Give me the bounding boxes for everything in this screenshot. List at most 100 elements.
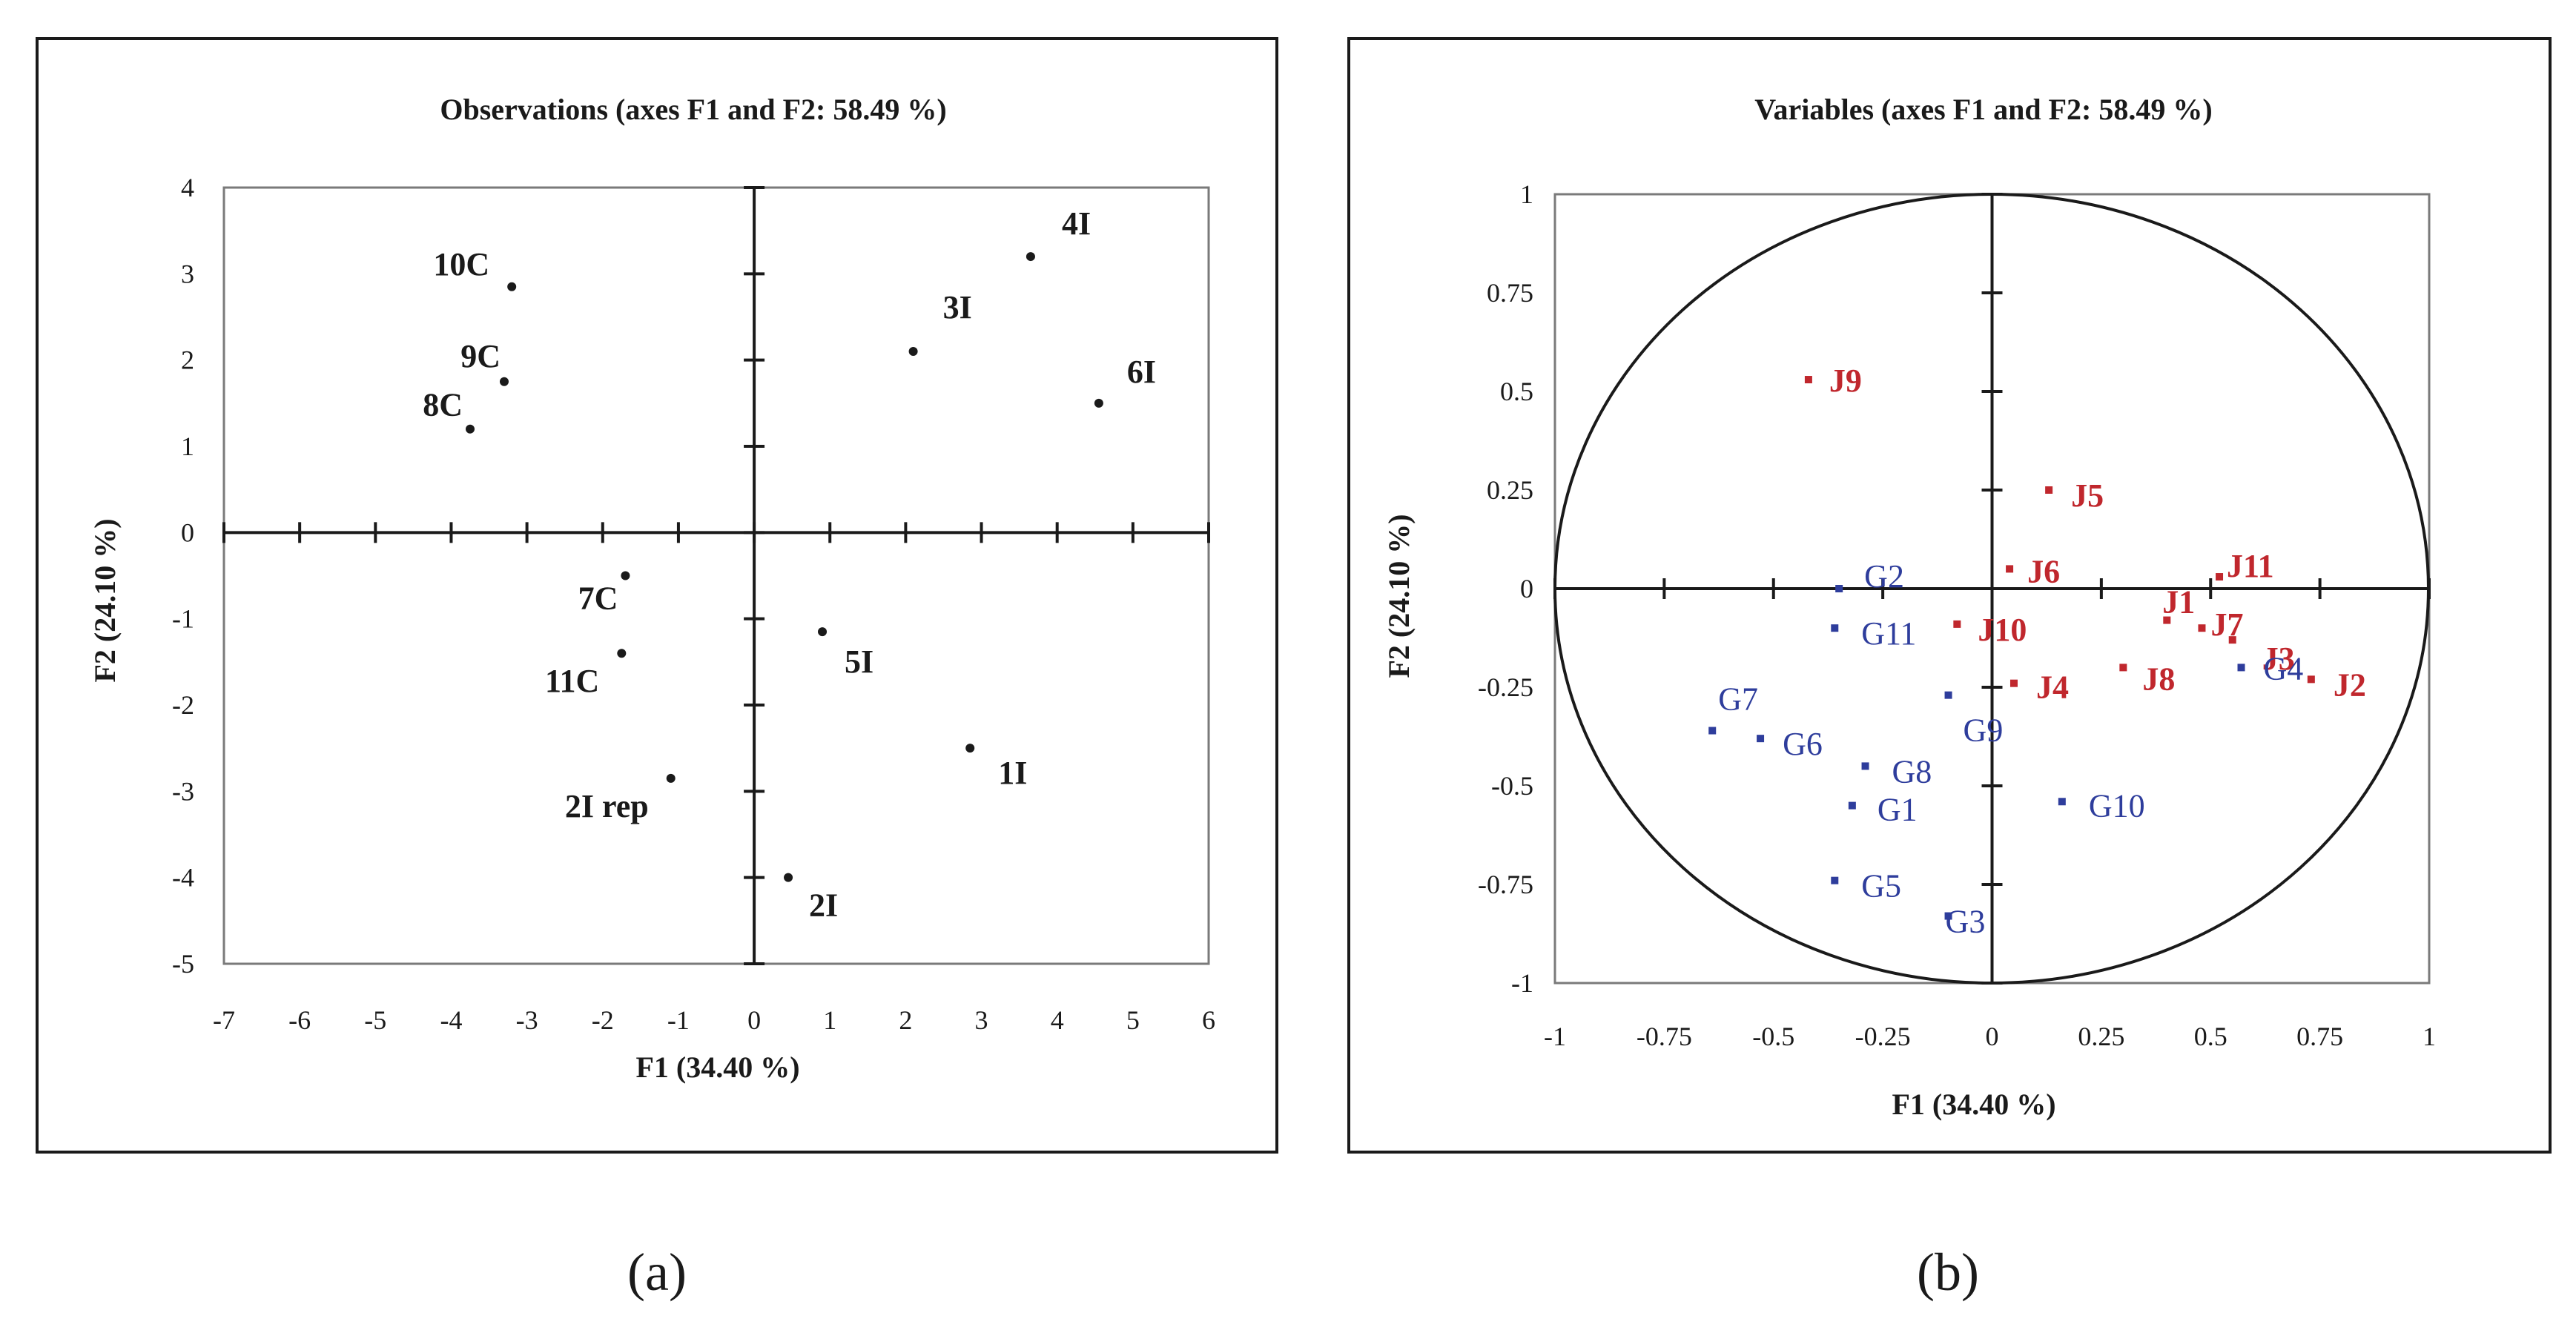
observation-label: 10C [433,246,489,282]
variable-label: G8 [1892,753,1932,790]
panel-b-x-tick-label: 1 [2423,1022,2436,1051]
variable-point [1953,620,1961,628]
panel-b-x-tick-label: -0.25 [1855,1022,1911,1051]
variable-label: J2 [2334,666,2366,703]
variable-point [2216,573,2224,581]
variable-label: J1 [2162,584,2195,621]
panel-a-y-tick-label: -5 [172,949,194,979]
panel-b-x-tick-label: 0.75 [2296,1022,2343,1051]
variable-label: G5 [1861,868,1901,904]
panel-a-x-tick-label: -7 [213,1005,235,1035]
panel-b-y-tick-label: 0.75 [1487,278,1533,308]
panel-b-y-tick-label: -1 [1511,968,1533,998]
panel-a-y-tick-label: -1 [172,604,194,634]
variable-point [1831,624,1839,632]
variable-point [2045,486,2053,494]
variable-point [1944,691,1952,699]
variable-point [1708,727,1717,735]
observation-label: 5I [845,644,873,680]
panel-a-points: 10C 9C 8C 4I 3I 6I 7C 11C 5I 1I 2I rep 2I [423,205,1156,924]
variable-label: G7 [1718,681,1758,718]
panel-a-x-tick-label: -2 [592,1005,614,1035]
variable-point [2228,636,2236,644]
variable-point [2198,624,2206,632]
observation-label: 11C [545,663,599,699]
panel-b-title: Variables (axes F1 and F2: 58.49 %) [1754,93,2212,126]
observation-point [1026,252,1035,262]
panel-b-x-tick-label: 0.25 [2078,1022,2124,1051]
variable-label: G6 [1783,726,1823,762]
panel-a-x-tick-label: -4 [440,1005,462,1035]
variable-label: J3 [2262,641,2295,677]
panel-a-y-tick-label: -2 [172,690,194,720]
variable-point [1804,376,1812,384]
observation-point [818,627,828,637]
panel-a-y-tick-label: -4 [172,863,194,893]
observation-point [466,424,475,434]
observation-point [666,773,676,783]
panel-b-frame [1347,37,2552,1154]
caption-a: (a) [627,1243,687,1302]
variable-point [1848,801,1856,810]
panel-b: Variables (axes F1 and F2: 58.49 %) -1 -0… [1347,37,2552,1154]
variable-label: G9 [1964,712,2004,749]
panel-b-y-tick-label: 0 [1520,574,1533,603]
panel-a-x-tick-label: 4 [1051,1005,1064,1035]
panel-a-x-tick-label: -6 [288,1005,311,1035]
panel-a-x-axis-title: F1 (34.40 %) [635,1051,799,1084]
variable-label: J5 [2071,477,2104,514]
panel-b-x-tick-label: 0 [1986,1022,1999,1051]
panel-b-y-tick-label: 0.5 [1500,377,1533,406]
observation-point [908,347,918,357]
observation-point [617,649,627,658]
variable-point [1861,762,1869,770]
panel-b-x-tick-label: 0.5 [2194,1022,2227,1051]
panel-b-y-tick-label: -0.75 [1478,870,1533,899]
panel-a-x-tick-label: 5 [1126,1005,1140,1035]
variable-point [1944,912,1952,920]
panel-b-x-tick-label: -0.75 [1637,1022,1692,1051]
panel-a-frame [36,37,1278,1154]
variable-label: G4 [2264,650,2304,686]
panel-a-x-tick-label: 0 [747,1005,761,1035]
panel-b-y-tick-label: 1 [1520,179,1533,209]
variable-label: J4 [2036,669,2069,706]
observation-label: 2I [809,887,838,924]
observation-label: 2I rep [565,788,649,824]
caption-b: (b) [1917,1243,1979,1302]
observation-point [965,744,975,753]
variable-label: G11 [1861,615,1916,652]
variable-point [2307,675,2315,684]
variable-label: J10 [1978,612,2027,648]
panel-a-x-tick-label: 3 [975,1005,988,1035]
panel-a-plot-area [222,186,1210,965]
observation-point [1094,398,1103,408]
observation-label: 3I [943,289,972,325]
panel-b-y-tick-label: -0.25 [1478,672,1533,702]
variable-point [1835,585,1843,592]
variable-label: G10 [2089,787,2145,824]
observation-label: 8C [423,387,463,423]
panel-b-y-tick-label: 0.25 [1487,475,1533,505]
panel-b-x-tick-label: -0.5 [1752,1022,1794,1051]
panel-a-x-tick-label: 2 [899,1005,912,1035]
panel-a-x-tick-label: -5 [364,1005,386,1035]
variable-point [2119,664,2127,672]
variable-point [1831,876,1839,884]
panel-b-x-axis-title: F1 (34.40 %) [1892,1088,2055,1121]
panel-b-axes: -1 -0.75 -0.5 -0.25 0 0.25 0.5 0.75 1 1 0.75 0.5 0.2… [1478,179,2436,1051]
panel-b-x-tick-label: -1 [1544,1022,1566,1051]
variable-label: G2 [1864,558,1904,595]
variable-point [2237,664,2245,672]
observation-label: 6I [1127,354,1156,390]
variable-label: G1 [1877,792,1918,828]
variable-point [2163,616,2171,624]
variable-point [1757,735,1765,743]
panel-a-x-tick-label: -3 [516,1005,538,1035]
panel-a-y-tick-label: 0 [181,517,194,547]
variable-point [2058,798,2066,806]
panel-a-y-axis-title: F2 (24.10 %) [88,518,122,682]
observation-label: 4I [1062,205,1091,242]
observation-point [784,873,793,882]
